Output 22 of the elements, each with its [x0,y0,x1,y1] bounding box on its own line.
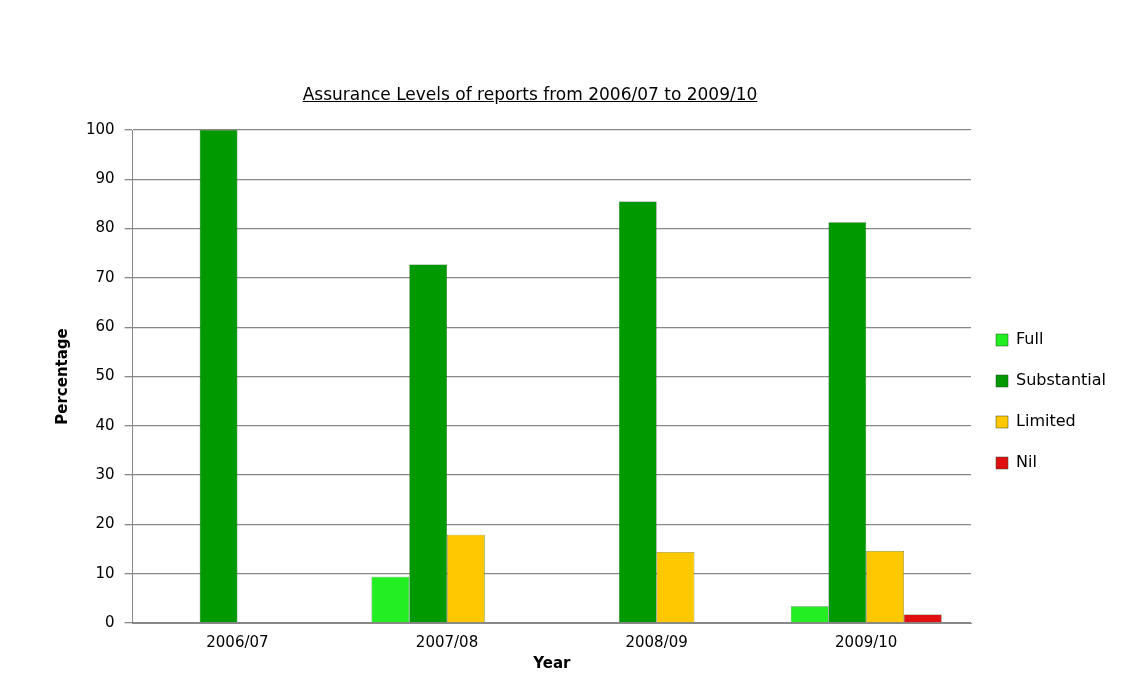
y-tick-label: 0 [105,612,115,631]
chart-title: Assurance Levels of reports from 2006/07 to 2009/10 [301,84,759,104]
y-tick-label: 30 [95,464,115,483]
y-tick-label: 60 [95,317,115,336]
y-axis-title: Percentage [52,328,71,425]
legend-label: Nil [1016,452,1037,472]
x-tick-label: 2007/08 [415,632,479,651]
legend-label: Limited [1016,411,1076,431]
y-tick-label: 10 [95,563,115,582]
x-tick-label: 2008/09 [625,632,688,651]
legend-label: Substantial [1016,370,1107,390]
y-tick-label: 90 [95,169,115,188]
x-tick-label: 2006/07 [206,632,269,651]
y-tick-label: 40 [95,415,115,434]
y-tick-label: 100 [85,119,115,138]
y-tick-label: 70 [95,267,115,286]
y-tick-label: 50 [95,366,115,385]
y-tick-label: 80 [95,218,115,237]
x-axis-title: Year [532,653,572,672]
y-tick-label: 20 [95,514,115,533]
x-tick-label: 2009/10 [835,632,898,651]
legend-label: Full [1016,329,1044,349]
